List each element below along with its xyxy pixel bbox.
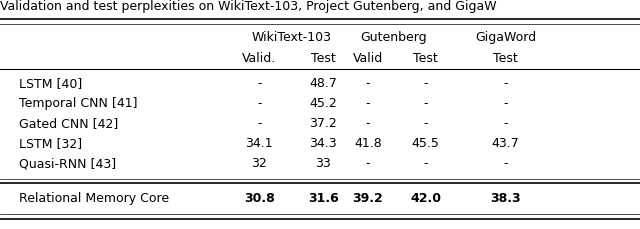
Text: Test: Test <box>311 52 335 65</box>
Text: Temporal CNN [41]: Temporal CNN [41] <box>19 97 138 110</box>
Text: -: - <box>423 157 428 170</box>
Text: -: - <box>257 97 262 110</box>
Text: 34.3: 34.3 <box>309 137 337 150</box>
Text: 45.2: 45.2 <box>309 97 337 110</box>
Text: 30.8: 30.8 <box>244 192 275 205</box>
Text: LSTM [40]: LSTM [40] <box>19 77 83 90</box>
Text: -: - <box>423 117 428 130</box>
Text: Test: Test <box>413 52 438 65</box>
Text: Gated CNN [42]: Gated CNN [42] <box>19 117 118 130</box>
Text: -: - <box>365 157 371 170</box>
Text: 41.8: 41.8 <box>354 137 382 150</box>
Text: 37.2: 37.2 <box>309 117 337 130</box>
Text: -: - <box>503 97 508 110</box>
Text: -: - <box>503 77 508 90</box>
Text: 32: 32 <box>252 157 267 170</box>
Text: LSTM [32]: LSTM [32] <box>19 137 83 150</box>
Text: Validation and test perplexities on WikiText-103, Project Gutenberg, and GigaW: Validation and test perplexities on Wiki… <box>0 0 497 13</box>
Text: 42.0: 42.0 <box>410 192 441 205</box>
Text: -: - <box>503 157 508 170</box>
Text: Valid.: Valid. <box>242 52 276 65</box>
Text: 43.7: 43.7 <box>492 137 520 150</box>
Text: -: - <box>423 77 428 90</box>
Text: -: - <box>257 77 262 90</box>
Text: 48.7: 48.7 <box>309 77 337 90</box>
Text: 38.3: 38.3 <box>490 192 521 205</box>
Text: -: - <box>365 97 371 110</box>
Text: Relational Memory Core: Relational Memory Core <box>19 192 170 205</box>
Text: 39.2: 39.2 <box>353 192 383 205</box>
Text: 34.1: 34.1 <box>245 137 273 150</box>
Text: GigaWord: GigaWord <box>475 31 536 44</box>
Text: WikiText-103: WikiText-103 <box>251 31 332 44</box>
Text: 45.5: 45.5 <box>412 137 440 150</box>
Text: -: - <box>365 117 371 130</box>
Text: -: - <box>503 117 508 130</box>
Text: -: - <box>365 77 371 90</box>
Text: Test: Test <box>493 52 518 65</box>
Text: Valid: Valid <box>353 52 383 65</box>
Text: -: - <box>423 97 428 110</box>
Text: Quasi-RNN [43]: Quasi-RNN [43] <box>19 157 116 170</box>
Text: Gutenberg: Gutenberg <box>360 31 427 44</box>
Text: -: - <box>257 117 262 130</box>
Text: 33: 33 <box>316 157 331 170</box>
Text: 31.6: 31.6 <box>308 192 339 205</box>
